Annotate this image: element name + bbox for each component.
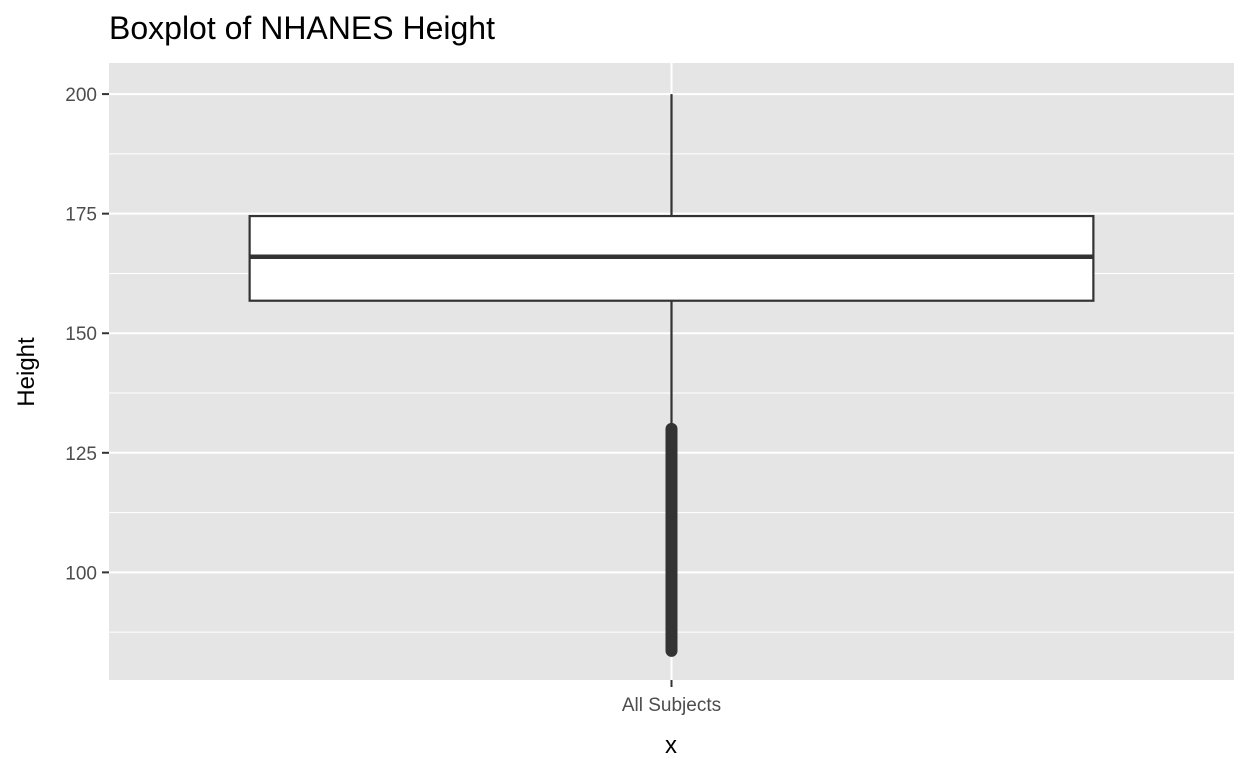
y-tick-label: 150 [65,324,97,345]
y-tick-label: 100 [65,563,97,584]
y-tick-label: 125 [65,444,97,465]
x-tick-label: All Subjects [622,695,721,716]
y-tick-label: 200 [65,85,97,106]
y-axis: 100 125 150 175 200 [65,85,109,584]
y-tick-label: 175 [65,205,97,226]
y-axis-title: Height [13,337,40,407]
x-axis: All Subjects [622,680,721,716]
x-axis-title: x [665,732,677,759]
box-marks [248,94,1095,657]
chart-title: Boxplot of NHANES Height [109,10,495,46]
